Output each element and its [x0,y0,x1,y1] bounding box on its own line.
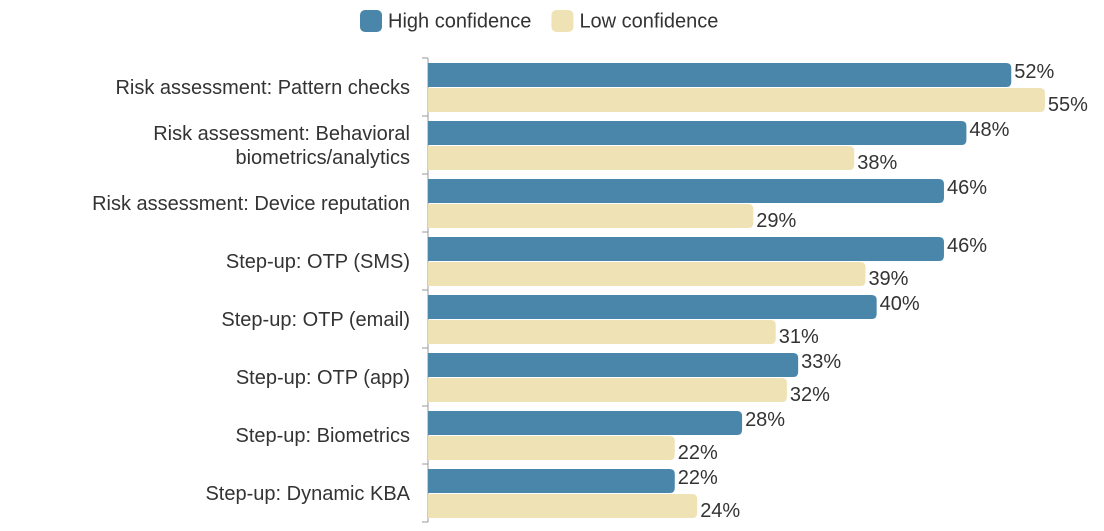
y-tick-label: Step-up: OTP (SMS) [225,251,410,273]
data-label: 38% [857,152,897,174]
data-label: 55% [1048,94,1088,116]
bar [428,121,967,145]
data-label: 24% [700,500,740,522]
legend-swatch [360,10,382,32]
data-label: 39% [868,268,908,290]
y-tick-label: Risk assessment: Device reputation [92,193,410,215]
data-label: 32% [790,384,830,406]
y-tick-label: Step-up: Biometrics [235,425,410,447]
data-label: 46% [947,235,987,257]
bar [428,295,877,319]
bar [428,237,944,261]
bar [428,494,698,518]
y-tick-label: Step-up: OTP (app) [235,367,410,389]
bar [428,320,776,344]
data-label: 22% [678,442,718,464]
bar [428,411,743,435]
bar [428,204,754,228]
bar [428,146,855,170]
data-label: 31% [779,326,819,348]
y-tick-label: Risk assessment: Pattern checks [115,77,410,99]
y-tick-label: Risk assessment: Behavioral biometrics/a… [153,123,410,169]
bar [428,262,866,286]
legend-swatch [551,10,574,32]
data-label: 28% [745,409,785,431]
bar [428,88,1045,112]
legend-label: Low confidence [579,10,718,32]
data-label: 46% [947,177,987,199]
data-label: 48% [969,119,1009,141]
data-label: 52% [1014,61,1054,83]
data-label: 22% [678,467,718,489]
bar [428,63,1012,87]
data-label: 40% [880,293,920,315]
bar [428,469,675,493]
bar [428,436,675,460]
data-label: 29% [756,210,796,232]
y-tick-label: Step-up: OTP (email) [221,309,410,331]
legend-label: High confidence [388,10,531,32]
bar [428,353,799,377]
data-label: 33% [801,351,841,373]
y-tick-label: Step-up: Dynamic KBA [205,483,410,505]
bar [428,378,787,402]
bar [428,179,944,203]
